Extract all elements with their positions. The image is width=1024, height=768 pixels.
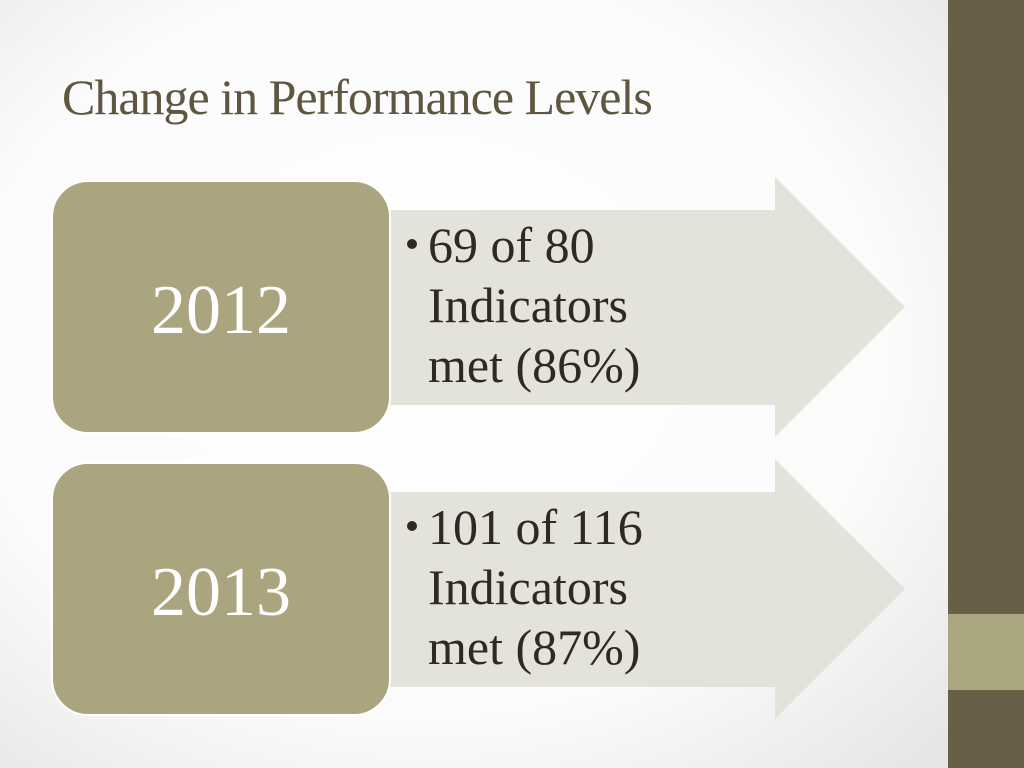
bullet-text: met (86%): [428, 337, 640, 393]
arrow: [360, 459, 905, 719]
bullet-text: Indicators: [428, 277, 628, 333]
bullet: [407, 521, 417, 531]
year-label: 2012: [151, 272, 291, 349]
bullet-text: 101 of 116: [428, 499, 643, 555]
bullet-text: 69 of 80: [428, 217, 595, 273]
bullet: [407, 239, 417, 249]
side-accent: [948, 614, 1024, 690]
slide-title: Change in Performance Levels: [62, 69, 652, 125]
bullet-text: Indicators: [428, 559, 628, 615]
year-box: [51, 462, 391, 716]
year-box: [51, 180, 391, 434]
year-label: 2013: [151, 554, 291, 631]
bullet-text: met (87%): [428, 619, 640, 675]
arrow: [360, 177, 905, 437]
